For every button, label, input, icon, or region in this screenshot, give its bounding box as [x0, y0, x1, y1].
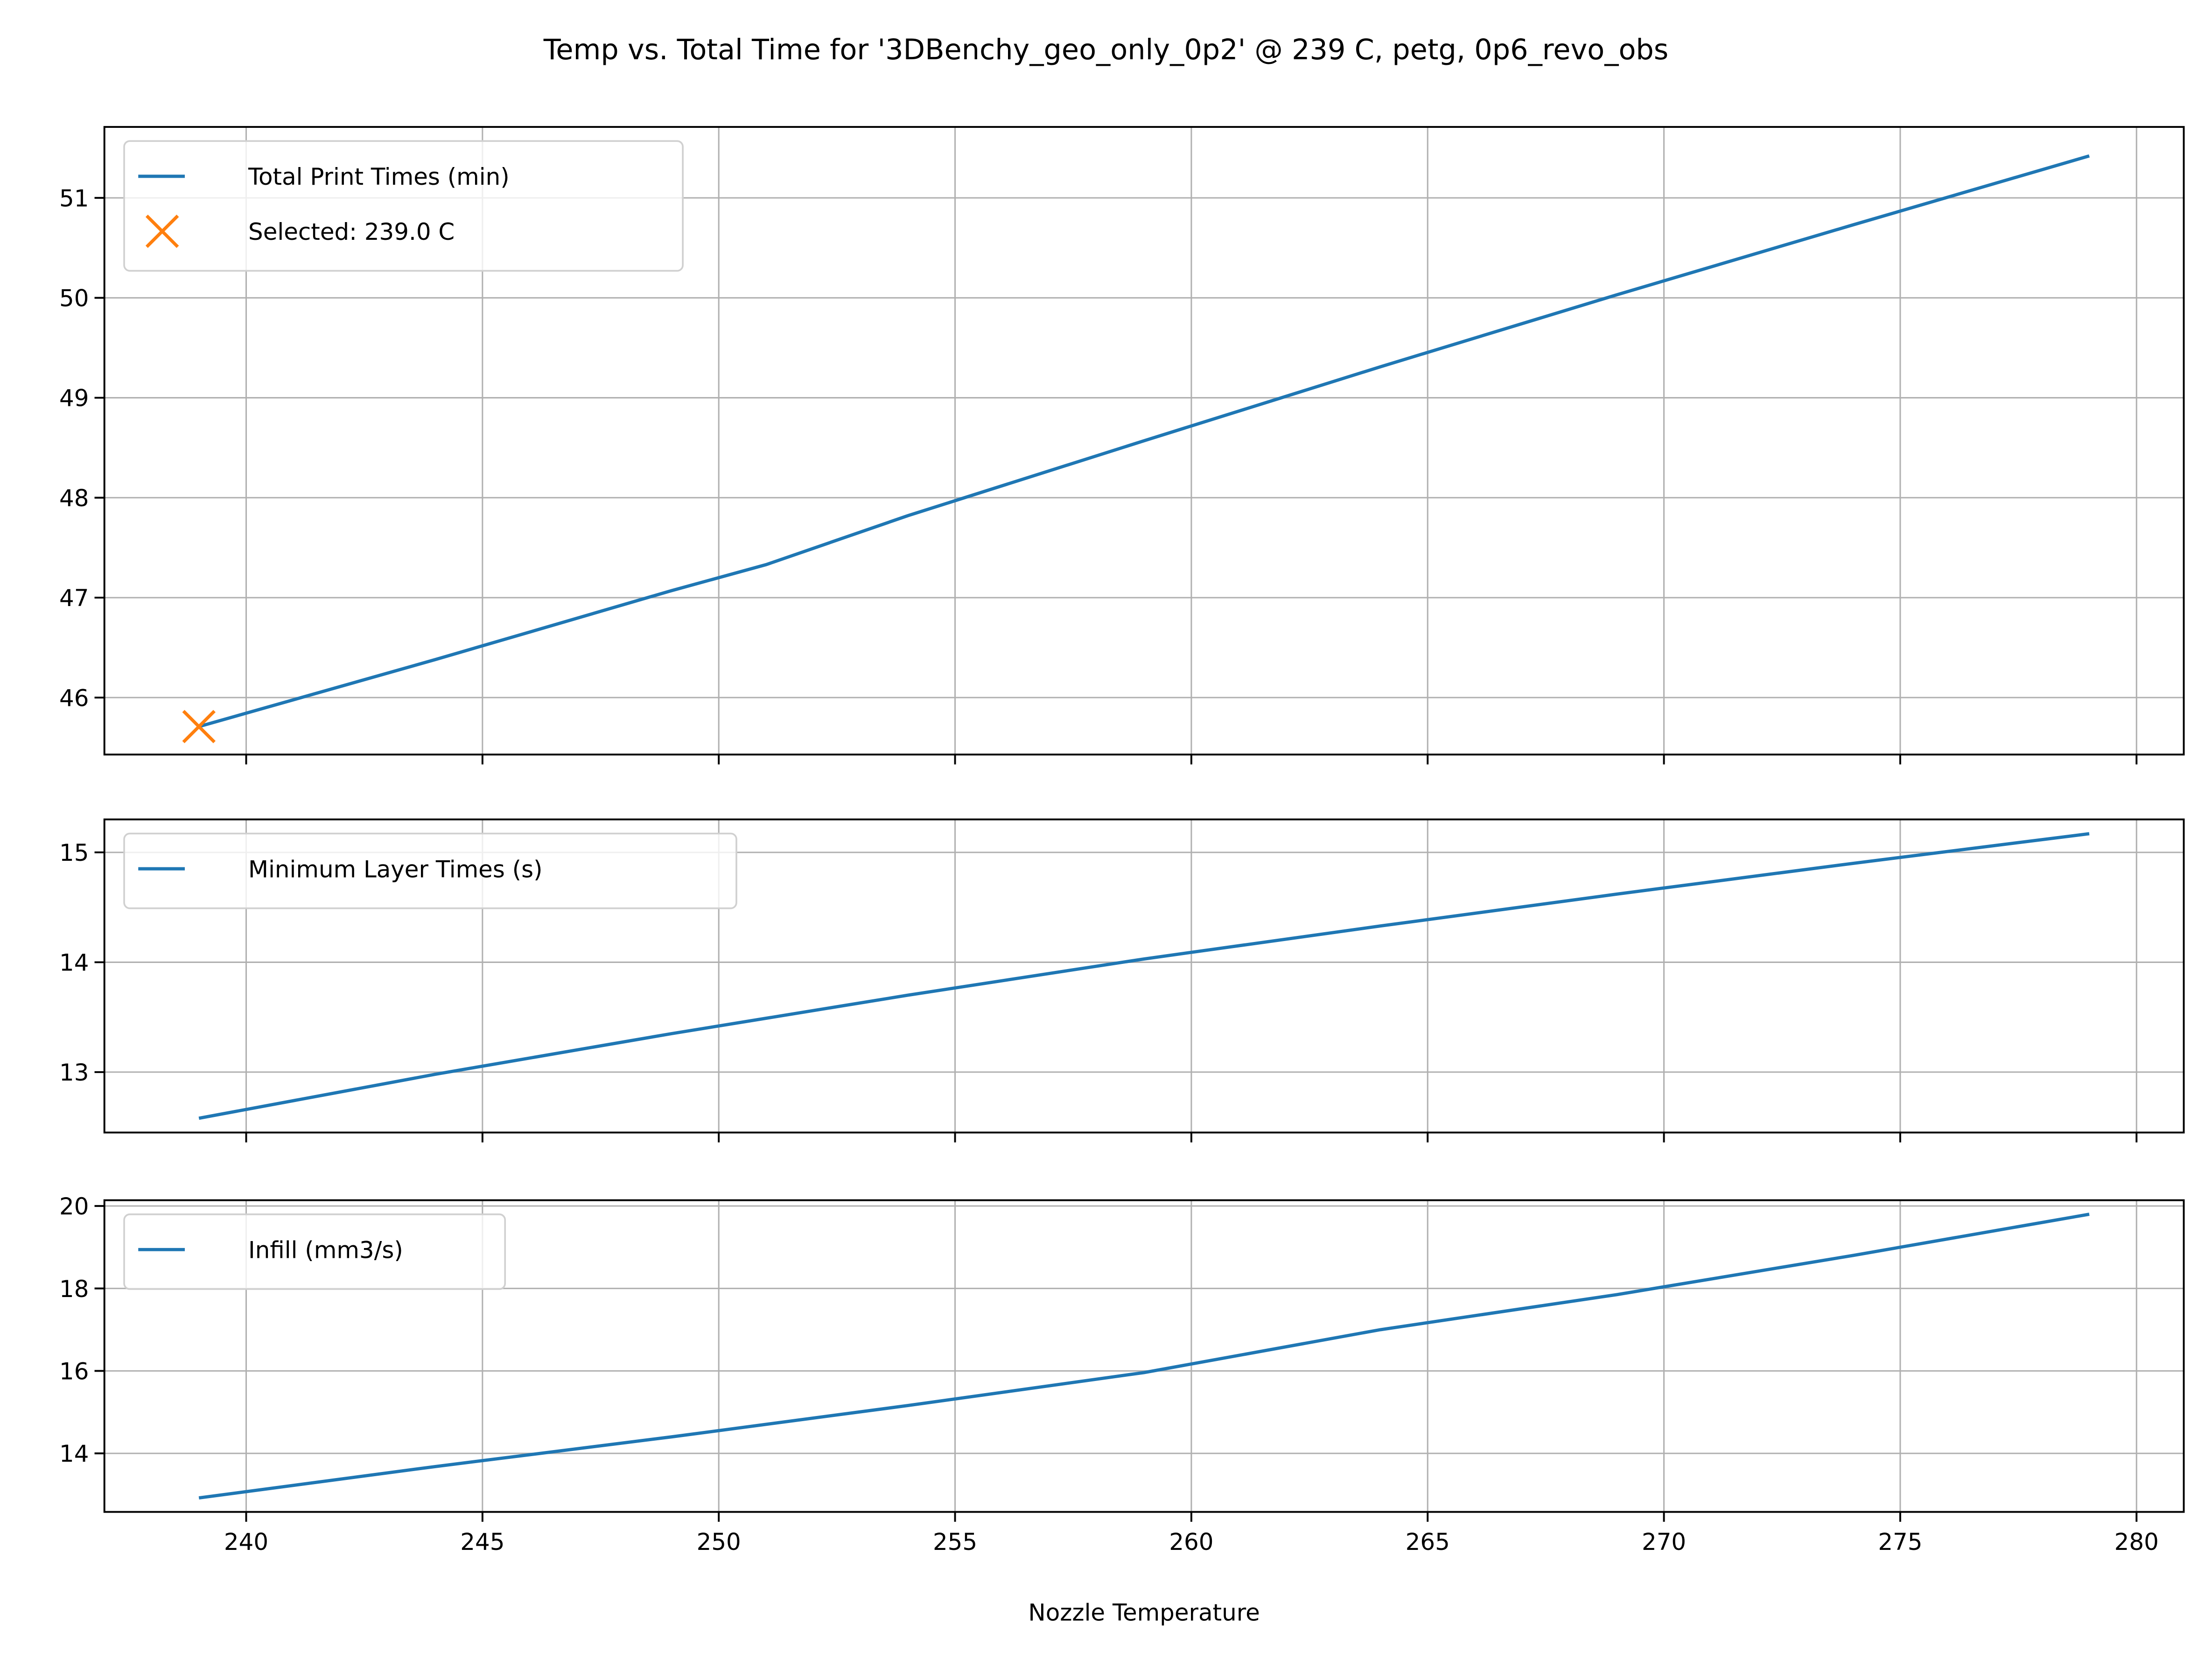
legend-box [123, 140, 684, 272]
legend-label: Minimum Layer Times (s) [248, 856, 543, 883]
x-tick-label: 240 [224, 1528, 268, 1555]
legend: Infill (mm3/s) [123, 1213, 506, 1290]
axes-frame [103, 818, 2185, 1134]
subplot-3: 240 245 250 255 260 265 270 275 280 14 16 18 20 Infil… [59, 1193, 2185, 1555]
subplot-2: 13 14 15 Minimum Layer Times (s) [59, 818, 2185, 1143]
legend-label: Selected: 239.0 C [248, 218, 455, 245]
y-tick-label: 51 [59, 185, 89, 212]
axes-frame [103, 1199, 2185, 1513]
y-tick-label: 50 [59, 285, 89, 312]
series-line [198, 832, 2090, 1120]
legend-x-marker-icon [145, 215, 179, 248]
y-tick-label: 18 [59, 1276, 89, 1303]
legend: Total Print Times (min) Selected: 239.0 C [123, 140, 684, 272]
x-tick-label: 255 [933, 1528, 977, 1555]
legend-label: Total Print Times (min) [248, 163, 510, 190]
x-tick-label: 265 [1406, 1528, 1450, 1555]
x-tick-label: 270 [1642, 1528, 1686, 1555]
y-tick-label: 46 [59, 684, 89, 711]
x-tick-label: 250 [697, 1528, 741, 1555]
series-line [198, 1213, 2090, 1500]
x-tick-label: 245 [460, 1528, 504, 1555]
y-tick-label: 16 [59, 1358, 89, 1385]
x-tick-label: 260 [1169, 1528, 1213, 1555]
selected-point-marker [182, 710, 216, 744]
y-tick-label: 14 [59, 1440, 89, 1467]
legend-box [123, 1213, 506, 1290]
y-tick-label: 49 [59, 385, 89, 412]
legend-label: Infill (mm3/s) [248, 1236, 403, 1263]
axes-frame [103, 126, 2185, 756]
x-tick-label: 280 [2114, 1528, 2159, 1555]
legend: Minimum Layer Times (s) [123, 832, 737, 909]
chart-title: Temp vs. Total Time for '3DBenchy_geo_on… [543, 34, 1669, 66]
y-tick-label: 15 [59, 839, 89, 866]
x-tick-label: 275 [1878, 1528, 1922, 1555]
series-line [198, 154, 2090, 728]
y-tick-label: 14 [59, 949, 89, 976]
x-axis-label: Nozzle Temperature [1028, 1599, 1260, 1626]
subplot-1: 46 47 48 49 50 51 Total Print Times (min) Selec… [59, 126, 2185, 765]
y-tick-label: 48 [59, 485, 89, 512]
legend-box [123, 832, 737, 909]
y-tick-label: 20 [59, 1193, 89, 1220]
y-tick-label: 13 [59, 1059, 89, 1086]
y-tick-label: 47 [59, 585, 89, 612]
